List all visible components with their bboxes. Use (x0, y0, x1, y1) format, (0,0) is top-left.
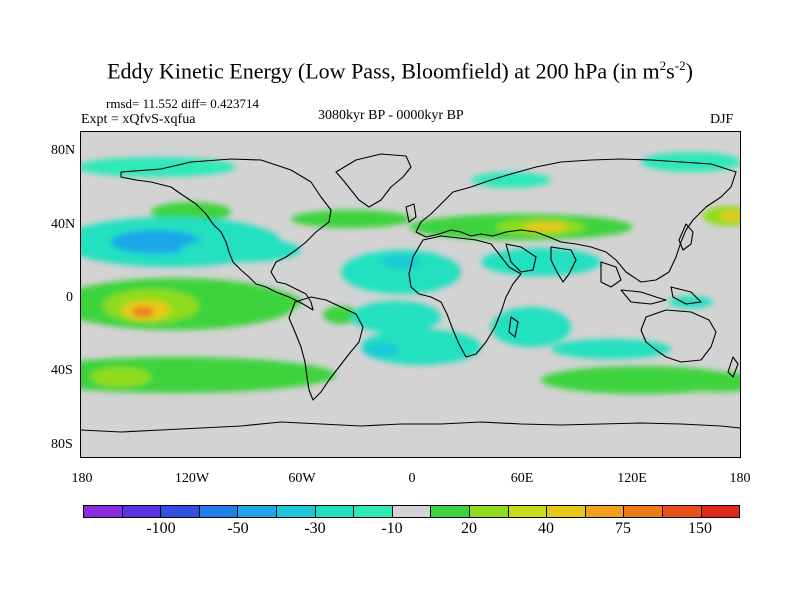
lat-label-80s: 80S (51, 437, 73, 452)
colorbar-swatch (354, 506, 393, 517)
colorbar-swatch (238, 506, 277, 517)
experiment-line: Expt = xQfvS-xqfua (81, 112, 196, 127)
plot-title: Eddy Kinetic Energy (Low Pass, Bloomfiel… (107, 58, 693, 84)
colorbar (83, 505, 740, 518)
colorbar-swatch (624, 506, 663, 517)
lon-label-120e: 120E (617, 471, 647, 486)
lon-label-120w: 120W (174, 471, 210, 486)
colorbar-label: -50 (227, 520, 249, 537)
colorbar-swatch (701, 506, 740, 517)
colorbar-swatch (431, 506, 470, 517)
colorbar-swatch (199, 506, 239, 517)
eke-map (81, 132, 740, 457)
colorbar-swatch (547, 506, 586, 517)
colorbar-label: 40 (538, 520, 554, 537)
colorbar-swatch (508, 506, 548, 517)
colorbar-swatch (662, 506, 702, 517)
lon-label-60w: 60W (288, 471, 316, 486)
period-line: 3080kyr BP - 0000kyr BP (318, 108, 464, 123)
season-label: DJF (710, 112, 734, 127)
colorbar-swatch (315, 506, 355, 517)
colorbar-label: 75 (615, 520, 631, 537)
lat-label-40s: 40S (51, 363, 73, 378)
map-panel (80, 131, 741, 458)
colorbar-label: 20 (461, 520, 477, 537)
lat-label-80n: 80N (51, 143, 76, 158)
lon-label-0: 0 (408, 471, 416, 486)
lon-label-180w: 180 (71, 471, 93, 486)
colorbar-label: -30 (304, 520, 326, 537)
colorbar-label: -10 (381, 520, 403, 537)
colorbar-swatch (585, 506, 625, 517)
stats-line: rmsd= 11.552 diff= 0.423714 (106, 96, 259, 111)
anomaly-negative (81, 152, 740, 365)
lon-label-180e: 180 (729, 471, 751, 486)
colorbar-label: 150 (688, 520, 712, 537)
lat-label-eq: 0 (66, 290, 73, 305)
colorbar-swatch (469, 506, 509, 517)
colorbar-label: -100 (146, 520, 176, 537)
colorbar-swatch (276, 506, 316, 517)
colorbar-swatch (161, 506, 200, 517)
colorbar-swatch (84, 506, 123, 517)
lon-label-60e: 60E (510, 471, 534, 486)
coastlines (81, 153, 740, 433)
colorbar-swatch (392, 506, 432, 517)
lat-label-40n: 40N (51, 217, 76, 232)
colorbar-swatch (122, 506, 162, 517)
